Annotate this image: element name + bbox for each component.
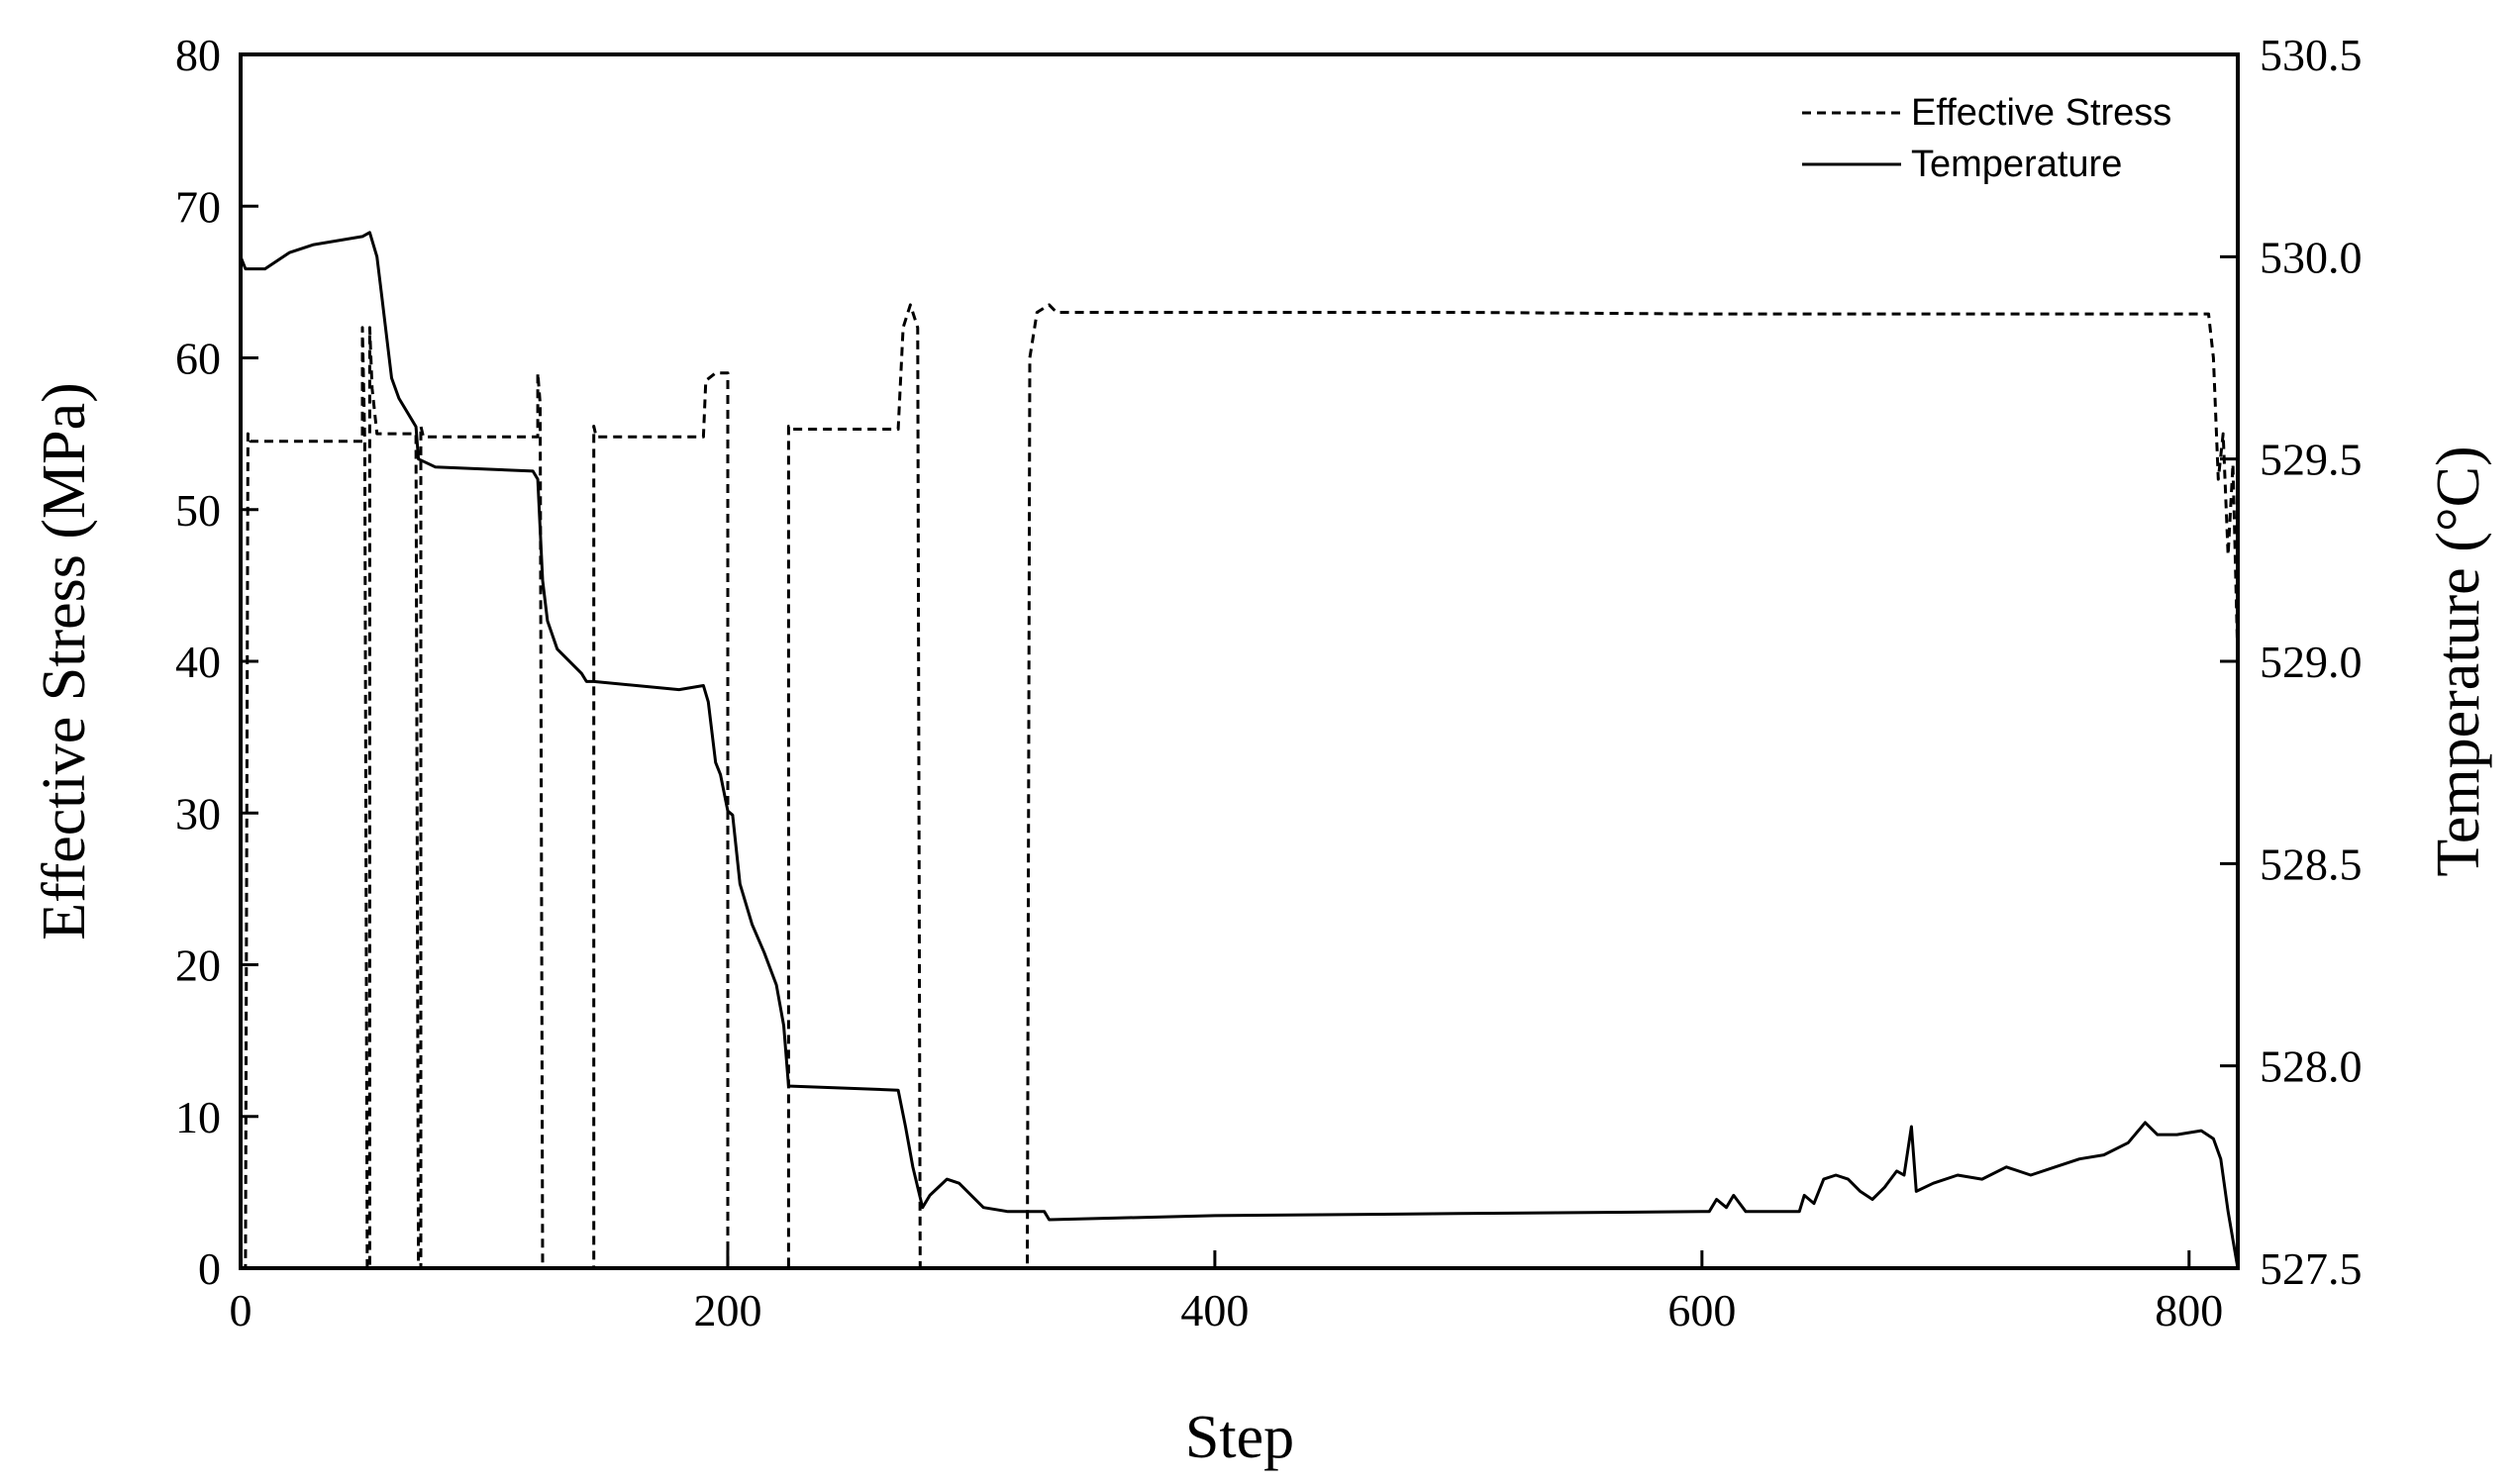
x-tick-label: 400	[1180, 1285, 1249, 1336]
left-y-tick-label: 30	[175, 788, 221, 839]
right-y-tick-label: 528.0	[2260, 1041, 2363, 1092]
series-line-effective-stress	[241, 303, 2238, 1268]
legend-label-effective-stress: Effective Stress	[1911, 92, 2171, 134]
right-y-tick-label: 529.5	[2260, 435, 2363, 485]
left-y-tick-label: 60	[175, 334, 221, 384]
x-axis-label: Step	[1185, 1404, 1294, 1471]
legend: Effective Stress Temperature	[1802, 92, 2171, 185]
left-y-tick-label: 80	[175, 30, 221, 80]
right-y-tick-label: 530.5	[2260, 30, 2363, 80]
left-y-tick-label: 70	[175, 181, 221, 232]
right-y-tick-label: 530.0	[2260, 232, 2363, 282]
left-y-tick-label: 10	[175, 1092, 221, 1142]
right-y-tick-label: 527.5	[2260, 1243, 2363, 1294]
x-tick-label: 600	[1667, 1285, 1736, 1336]
right-axis-label: Temperature (°C)	[2425, 445, 2492, 876]
left-y-tick-label: 40	[175, 637, 221, 687]
x-tick-label: 200	[693, 1285, 761, 1336]
right-y-tick-label: 528.5	[2260, 839, 2363, 889]
left-axis-label: Effective Stress (MPa)	[31, 382, 98, 940]
x-tick-label: 0	[230, 1285, 252, 1336]
left-y-tick-label: 50	[175, 485, 221, 536]
left-y-tick-label: 20	[175, 940, 221, 991]
legend-label-temperature: Temperature	[1911, 144, 2122, 185]
series-line-temperature	[241, 231, 2238, 1268]
x-tick-label: 800	[2155, 1285, 2223, 1336]
right-y-tick-label: 529.0	[2260, 637, 2363, 687]
left-y-tick-label: 0	[198, 1243, 221, 1294]
